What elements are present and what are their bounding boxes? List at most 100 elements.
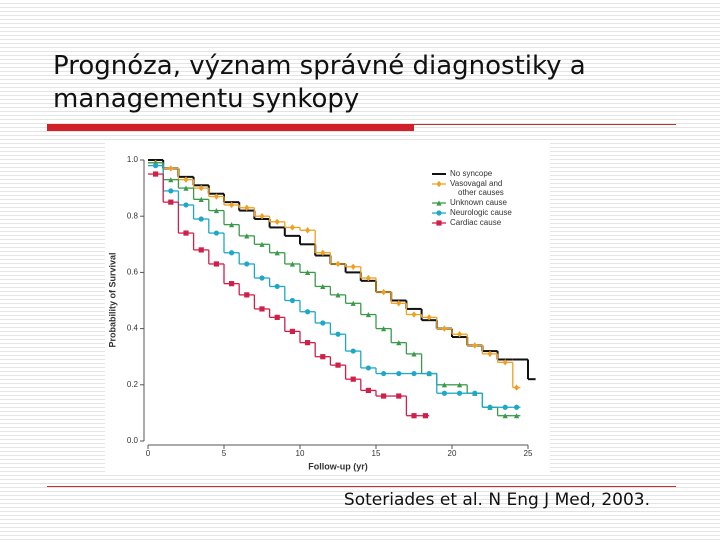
title-bar [47, 124, 414, 131]
x-tick-label: 25 [524, 449, 533, 458]
data-point [514, 384, 520, 391]
data-point [365, 274, 371, 282]
data-point [198, 184, 204, 192]
data-point [441, 325, 447, 332]
data-point [168, 199, 174, 205]
data-point [198, 216, 204, 222]
data-point [244, 292, 250, 298]
data-point [381, 370, 387, 377]
x-tick-label: 20 [448, 449, 457, 458]
data-point [426, 314, 432, 321]
data-point [365, 311, 371, 318]
data-point [213, 207, 219, 214]
data-point [198, 247, 204, 253]
data-point [335, 331, 341, 337]
data-point [183, 185, 189, 191]
data-point [365, 365, 371, 371]
y-tick-label: 0.2 [127, 380, 139, 389]
data-point [487, 350, 493, 358]
data-point [350, 376, 356, 382]
data-point [411, 413, 417, 419]
data-point [168, 177, 174, 183]
x-tick-label: 5 [222, 449, 227, 458]
data-point [229, 281, 235, 287]
data-point [259, 306, 265, 312]
legend-label: No syncope [450, 169, 493, 178]
data-point [183, 230, 189, 236]
legend-label: Neurologic cause [450, 208, 512, 217]
data-point [472, 390, 478, 396]
data-point [350, 348, 356, 354]
data-point [320, 354, 326, 360]
data-point [335, 260, 341, 268]
data-point [244, 204, 250, 211]
data-point [335, 362, 341, 368]
data-point [411, 370, 417, 377]
legend-marker [436, 210, 442, 216]
data-point [396, 300, 402, 307]
data-point [183, 176, 189, 183]
data-point [350, 263, 356, 270]
data-point [381, 393, 387, 399]
data-point [396, 393, 402, 399]
data-point [365, 387, 371, 394]
title-rule [414, 124, 676, 125]
data-point [441, 382, 447, 388]
y-tick-label: 0.4 [127, 324, 139, 333]
data-point [289, 224, 295, 231]
data-point [320, 320, 326, 326]
data-point [472, 342, 478, 349]
legend-label: Vasovagal and other causes [450, 179, 504, 197]
data-point [320, 283, 326, 290]
y-tick-label: 0.0 [127, 436, 139, 445]
legend-label: Unknown cause [450, 198, 507, 207]
data-point [305, 340, 311, 346]
data-point [457, 390, 463, 396]
data-point [350, 300, 356, 306]
data-point [183, 202, 189, 208]
data-point [168, 188, 174, 194]
data-point [289, 261, 295, 267]
data-point [153, 163, 159, 169]
y-axis-label: Probability of Survival [107, 252, 117, 347]
y-tick-label: 0.8 [127, 211, 139, 220]
data-point [259, 241, 265, 247]
data-point [153, 171, 159, 177]
footer-rule [47, 486, 676, 487]
data-point [274, 218, 280, 226]
data-point [305, 309, 311, 315]
x-tick-label: 0 [146, 449, 151, 458]
data-point [457, 382, 463, 388]
data-point [213, 261, 219, 267]
data-point [422, 413, 428, 419]
data-point [502, 413, 508, 419]
data-point [244, 233, 250, 239]
data-point [502, 404, 508, 410]
data-point [259, 275, 265, 281]
slide-title: Prognóza, význam správné diagnostiky a m… [53, 51, 586, 114]
data-point [168, 165, 174, 172]
data-point [259, 213, 265, 220]
data-point [198, 196, 204, 202]
data-point [320, 249, 326, 256]
data-point [274, 283, 280, 290]
data-point [289, 328, 295, 335]
y-tick-label: 1.0 [127, 155, 139, 164]
data-point [381, 288, 387, 296]
data-point [289, 297, 295, 304]
data-point [305, 227, 311, 234]
legend-marker [436, 200, 442, 206]
data-point [213, 230, 219, 236]
data-point [457, 331, 463, 338]
data-point [229, 222, 235, 228]
x-tick-label: 10 [296, 449, 305, 458]
y-tick-label: 0.6 [127, 268, 139, 277]
data-point [514, 413, 520, 419]
data-point [244, 261, 250, 267]
x-tick-label: 15 [372, 449, 381, 458]
data-point [411, 351, 417, 357]
data-point [487, 404, 493, 410]
data-point [411, 311, 417, 318]
